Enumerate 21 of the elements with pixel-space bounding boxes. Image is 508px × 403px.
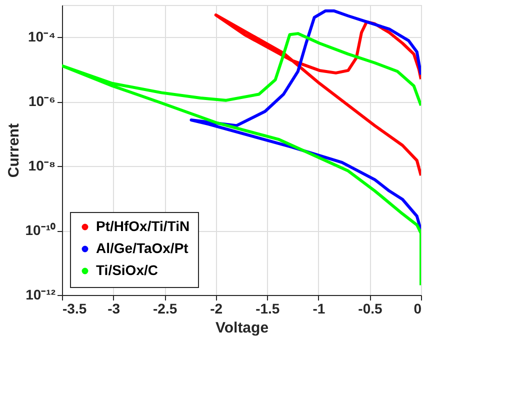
x-axis-title: Voltage bbox=[215, 320, 269, 336]
y-tick-label: 10⁻⁸ bbox=[28, 158, 56, 174]
y-tick-label: 10⁻¹⁰ bbox=[25, 222, 56, 238]
x-tick-label: 0 bbox=[414, 300, 422, 316]
x-tick-label: -1.5 bbox=[256, 300, 280, 316]
line-series bbox=[190, 9, 421, 232]
legend-label: Al/Ge/TaOx/Pt bbox=[96, 240, 189, 256]
x-tick-label: -0.5 bbox=[358, 300, 382, 316]
y-tick-label: 10⁻⁶ bbox=[28, 93, 56, 110]
x-tick-label: -2 bbox=[210, 300, 223, 316]
x-tick-label: -1 bbox=[312, 300, 326, 316]
y-tick-label: 10⁻¹² bbox=[26, 286, 56, 302]
line-series bbox=[62, 32, 421, 287]
x-tick-label: -2.5 bbox=[153, 300, 178, 316]
line-series bbox=[214, 13, 421, 178]
legend-label: Pt/HfOx/Ti/TiN bbox=[96, 218, 190, 234]
y-tick-label: 10⁻⁴ bbox=[28, 28, 56, 45]
y-axis-title: Current bbox=[5, 123, 22, 178]
x-tick-label: -3 bbox=[108, 300, 120, 316]
x-tick-label: -3.5 bbox=[62, 300, 87, 316]
legend-label: Ti/SiOx/C bbox=[96, 262, 158, 278]
